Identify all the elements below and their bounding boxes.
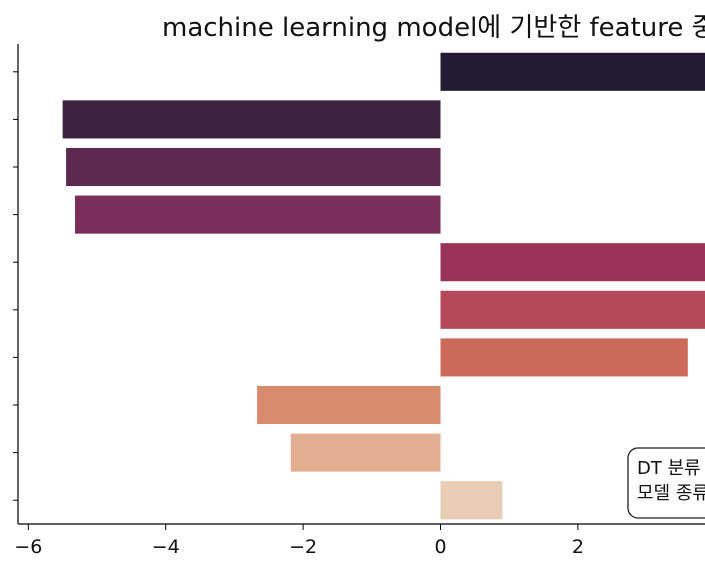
bar-8 <box>257 385 441 425</box>
bar-2 <box>62 100 441 139</box>
axes: −6 −4 −2 0 2 <box>13 44 705 558</box>
bar-1 <box>440 52 705 91</box>
bar-5 <box>440 243 705 282</box>
x-tick-label-1: −4 <box>152 536 180 558</box>
x-tick-label-2: −2 <box>289 536 317 558</box>
chart-title: machine learning model에 기반한 feature 중 <box>162 13 705 43</box>
plot-area <box>62 52 705 520</box>
bar-6 <box>440 290 705 329</box>
x-tick-label-0: −6 <box>14 536 42 558</box>
bar-7 <box>440 338 688 377</box>
x-tick-label-3: 0 <box>434 536 446 558</box>
legend-box-frame <box>627 447 705 519</box>
bar-4 <box>75 195 441 234</box>
bar-3 <box>66 147 441 187</box>
legend-box-line-2: 모델 종류 <box>637 483 705 504</box>
x-tick-label-4: 2 <box>572 536 584 558</box>
legend-box-line-1: DT 분류 <box>637 458 701 479</box>
bar-10 <box>440 481 503 520</box>
bar-9 <box>290 433 441 472</box>
